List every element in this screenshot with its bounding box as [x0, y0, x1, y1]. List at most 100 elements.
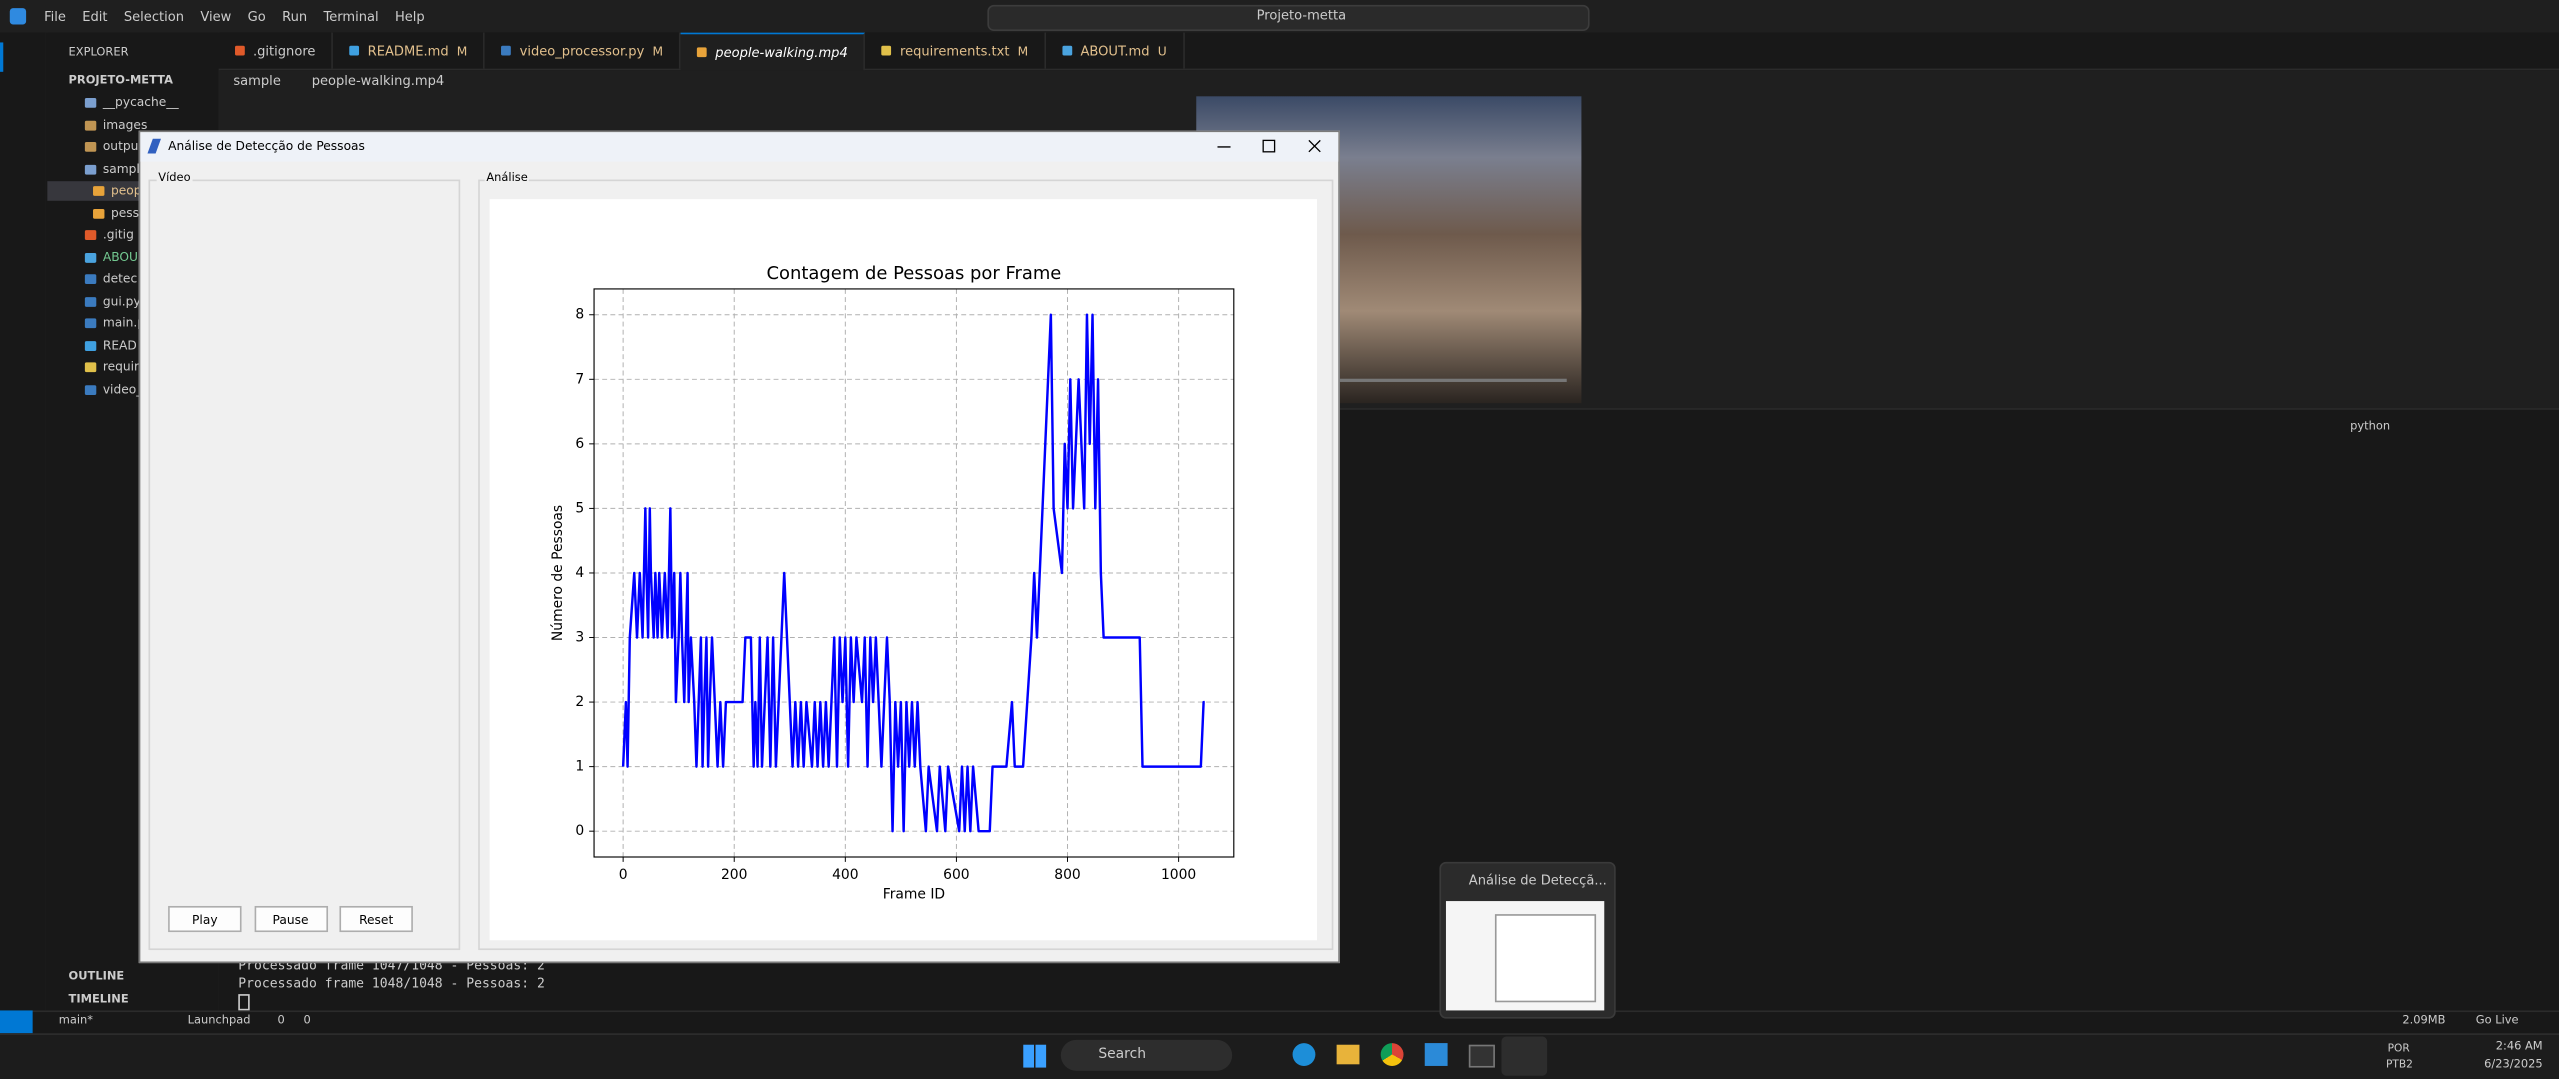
thumbnail-plot	[1494, 914, 1597, 1003]
error-count[interactable]: 0	[277, 1013, 285, 1027]
maximize-button[interactable]	[1262, 139, 1276, 153]
tree-item[interactable]: requir	[102, 359, 140, 374]
editor-tab[interactable]: ABOUT.md U	[1046, 32, 1185, 69]
tree-item[interactable]: READ	[102, 337, 137, 352]
menu-item[interactable]: Run	[282, 8, 308, 24]
figure: 0 200 400 600 800 1000 0 1 2 3 4 5 6 7 8 Contagem de Pe…	[489, 199, 1318, 941]
taskbar-app[interactable]	[1380, 1043, 1404, 1066]
tree-icon	[84, 97, 97, 108]
app-logo	[9, 8, 27, 25]
menu-item[interactable]: View	[200, 8, 232, 24]
tree-icon	[84, 142, 97, 152]
clock-time[interactable]: 2:46 AM	[2495, 1039, 2543, 1053]
tab-label: people-walking.mp4	[715, 44, 848, 60]
project-title: PROJETO-METTA	[68, 73, 173, 87]
tree-item[interactable]: __pycache__	[102, 94, 179, 110]
menu-item[interactable]: Terminal	[323, 8, 379, 24]
app-window: Análise de Detecção de Pessoas Vídeo Aná…	[138, 130, 1340, 964]
app-title-bar	[140, 132, 1339, 162]
taskbar-app[interactable]	[1336, 1044, 1360, 1065]
branch[interactable]: main*	[58, 1013, 94, 1027]
y-tick-label: 7	[575, 371, 584, 387]
x-tick-label: 600	[943, 867, 969, 883]
y-axis-label: Número de Pessoas	[550, 505, 566, 641]
menu-item[interactable]: Help	[394, 8, 425, 24]
tree-item[interactable]: gui.py	[102, 293, 141, 308]
command-center[interactable]	[987, 4, 1590, 32]
x-axis-label: Frame ID	[883, 887, 945, 903]
tree-item[interactable]: pess	[110, 204, 140, 220]
tab-label: .gitignore	[252, 43, 316, 58]
tree-item[interactable]: images	[102, 116, 148, 132]
control-button[interactable]: Reset	[339, 905, 413, 933]
language[interactable]: POR	[2387, 1041, 2410, 1055]
close-button[interactable]	[1308, 139, 1321, 153]
tree-icon	[84, 384, 97, 395]
tab-badge: M	[1017, 43, 1029, 58]
start-button[interactable]	[1023, 1044, 1047, 1068]
tab-icon	[235, 45, 245, 56]
tree-icon	[84, 274, 97, 285]
taskbar-app[interactable]	[1468, 1044, 1495, 1068]
analysis-frame-label: Análise	[484, 171, 530, 185]
breadcrumb-folder[interactable]: sample	[233, 73, 281, 89]
y-tick-label: 1	[575, 759, 584, 775]
taskbar-app[interactable]	[1424, 1043, 1448, 1066]
taskbar	[0, 1033, 2559, 1079]
tree-item[interactable]: video_	[102, 381, 143, 396]
tree-item[interactable]: .gitig	[102, 226, 134, 242]
tree-item[interactable]: detec	[102, 270, 138, 286]
menu-item[interactable]: Go	[247, 8, 266, 24]
tree-item[interactable]: ABOU	[102, 248, 138, 264]
taskbar-search-label: Search	[1098, 1046, 1147, 1063]
axes-frame	[593, 288, 1235, 858]
menu-item[interactable]: Selection	[123, 8, 185, 24]
terminal-line: Processado frame 1048/1048 - Pessoas: 2	[238, 976, 545, 991]
control-button[interactable]: Play	[168, 905, 242, 933]
editor-tab[interactable]: requirements.txt M	[865, 32, 1047, 69]
outline-section[interactable]: OUTLINE	[68, 969, 125, 983]
remote-indicator[interactable]	[0, 1010, 33, 1034]
control-button[interactable]: Pause	[253, 905, 328, 933]
warning-count[interactable]: 0	[303, 1013, 311, 1027]
taskbar-app-active[interactable]	[1501, 1036, 1548, 1076]
video-frame-label: Vídeo	[156, 171, 193, 185]
tab-label: ABOUT.md	[1080, 43, 1150, 58]
launchpad[interactable]: Launchpad	[187, 1013, 251, 1027]
tree-item[interactable]: main.p	[102, 315, 146, 330]
tab-label: video_processor.py	[519, 43, 645, 58]
go-live[interactable]: Go Live	[2475, 1013, 2519, 1027]
thumbnail-title: Análise de Detecçã...	[1468, 873, 1607, 889]
timeline-section[interactable]: TIMELINE	[68, 992, 129, 1006]
status-bar	[0, 1010, 2559, 1035]
window-controls	[1217, 139, 1321, 153]
menu-item[interactable]: File	[44, 8, 66, 24]
tree-icon	[93, 186, 105, 196]
tab-icon	[1062, 45, 1073, 56]
taskbar-search[interactable]	[1060, 1039, 1233, 1071]
menu-item[interactable]: Edit	[82, 8, 108, 24]
tab-badge: M	[456, 43, 468, 58]
tree-item[interactable]: outpu	[102, 138, 139, 154]
chart-title: Contagem de Pessoas por Frame	[767, 263, 1062, 284]
tree-icon	[84, 296, 97, 307]
editor-tab[interactable]: people-walking.mp4	[681, 32, 866, 71]
taskbar-app[interactable]	[1292, 1043, 1316, 1066]
breadcrumb-file[interactable]: people-walking.mp4	[311, 73, 445, 89]
y-tick-label: 8	[575, 307, 584, 323]
menu-bar: File Edit Selection View Go Run Terminal Help	[36, 0, 433, 33]
tree-item[interactable]: sampl	[102, 160, 140, 176]
y-tick-label: 5	[575, 500, 584, 516]
clock-date[interactable]: 6/23/2025	[2484, 1057, 2543, 1071]
editor-tab[interactable]: README.md M	[333, 32, 486, 69]
editor-tab[interactable]: .gitignore	[218, 32, 334, 69]
tree-icon	[84, 164, 97, 174]
keyboard-layout[interactable]: PTB2	[2385, 1057, 2413, 1071]
tree-icon	[84, 318, 97, 329]
chart: 0 200 400 600 800 1000 0 1 2 3 4 5 6 7 8 Contagem de Pe…	[550, 263, 1235, 903]
terminal-profile[interactable]: python	[2350, 419, 2391, 433]
editor-tab[interactable]: video_processor.py M	[485, 32, 682, 69]
tree-item[interactable]: peop	[110, 182, 142, 198]
